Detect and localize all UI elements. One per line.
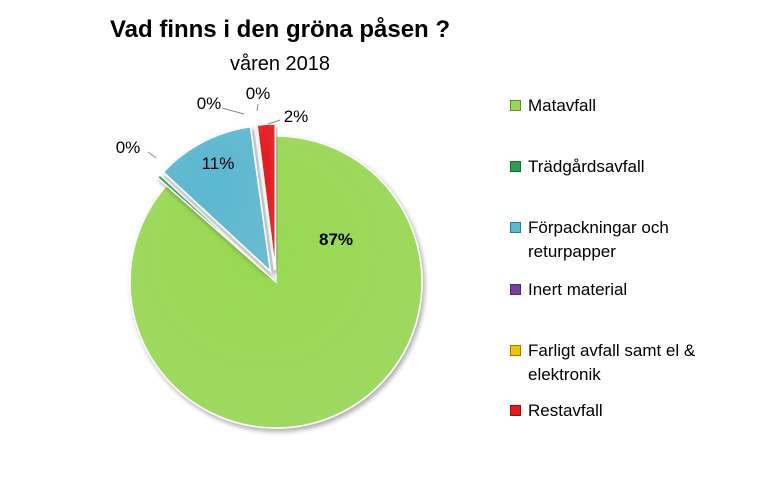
legend-swatch-forpackningar (510, 222, 521, 233)
chart-title: Vad finns i den gröna påsen ? (109, 16, 451, 43)
leader-line-farligt-avfall (256, 103, 259, 112)
data-label-restavfall: 2% (284, 107, 309, 126)
data-label-farligt-avfall: 0% (246, 84, 271, 103)
data-label-forpackningar: 11% (202, 154, 235, 173)
data-label-matavfall: 87% (319, 230, 353, 249)
data-label-inert: 0% (197, 94, 222, 113)
legend-item-restavfall: Restavfall (510, 399, 703, 423)
legend-item-matavfall: Matavfall (510, 94, 703, 118)
pie-slice-matavfall (129, 135, 423, 429)
legend-swatch-tradgardsavfall (510, 161, 521, 172)
chart-subtitle: våren 2018 (229, 53, 331, 75)
legend-swatch-inert (510, 284, 521, 295)
legend-item-forpackningar: Förpackningar och returpapper (510, 216, 703, 264)
legend-label-tradgardsavfall: Trädgårdsavfall (528, 157, 645, 176)
pie-slice-tradgardsavfall (156, 173, 268, 275)
legend-item-tradgardsavfall: Trädgårdsavfall (510, 155, 703, 179)
legend-swatch-matavfall (510, 100, 521, 111)
legend-swatch-restavfall (510, 405, 521, 416)
legend-item-inert: Inert material (510, 278, 703, 302)
legend-label-forpackningar: Förpackningar och returpapper (528, 218, 669, 261)
legend: Matavfall Trädgårdsavfall Förpackningar … (510, 0, 770, 496)
legend-label-farligt-avfall: Farligt avfall samt el & elektronik (528, 341, 696, 384)
leader-line-tradgardsavfall (147, 151, 157, 159)
leader-line-restavfall (267, 119, 281, 125)
pie-slice-restavfall (256, 123, 277, 271)
leader-line-inert (221, 107, 245, 115)
legend-label-matavfall: Matavfall (528, 96, 597, 115)
legend-label-inert: Inert material (528, 280, 628, 299)
legend-swatch-farligt-avfall (510, 345, 521, 356)
pie-slice-farligt-avfall (254, 124, 276, 271)
pie-slice-forpackningar (162, 125, 272, 274)
legend-label-restavfall: Restavfall (528, 401, 603, 420)
legend-item-farligt-avfall: Farligt avfall samt el & elektronik (510, 339, 703, 387)
data-label-tradgardsavfall: 0% (116, 138, 141, 157)
